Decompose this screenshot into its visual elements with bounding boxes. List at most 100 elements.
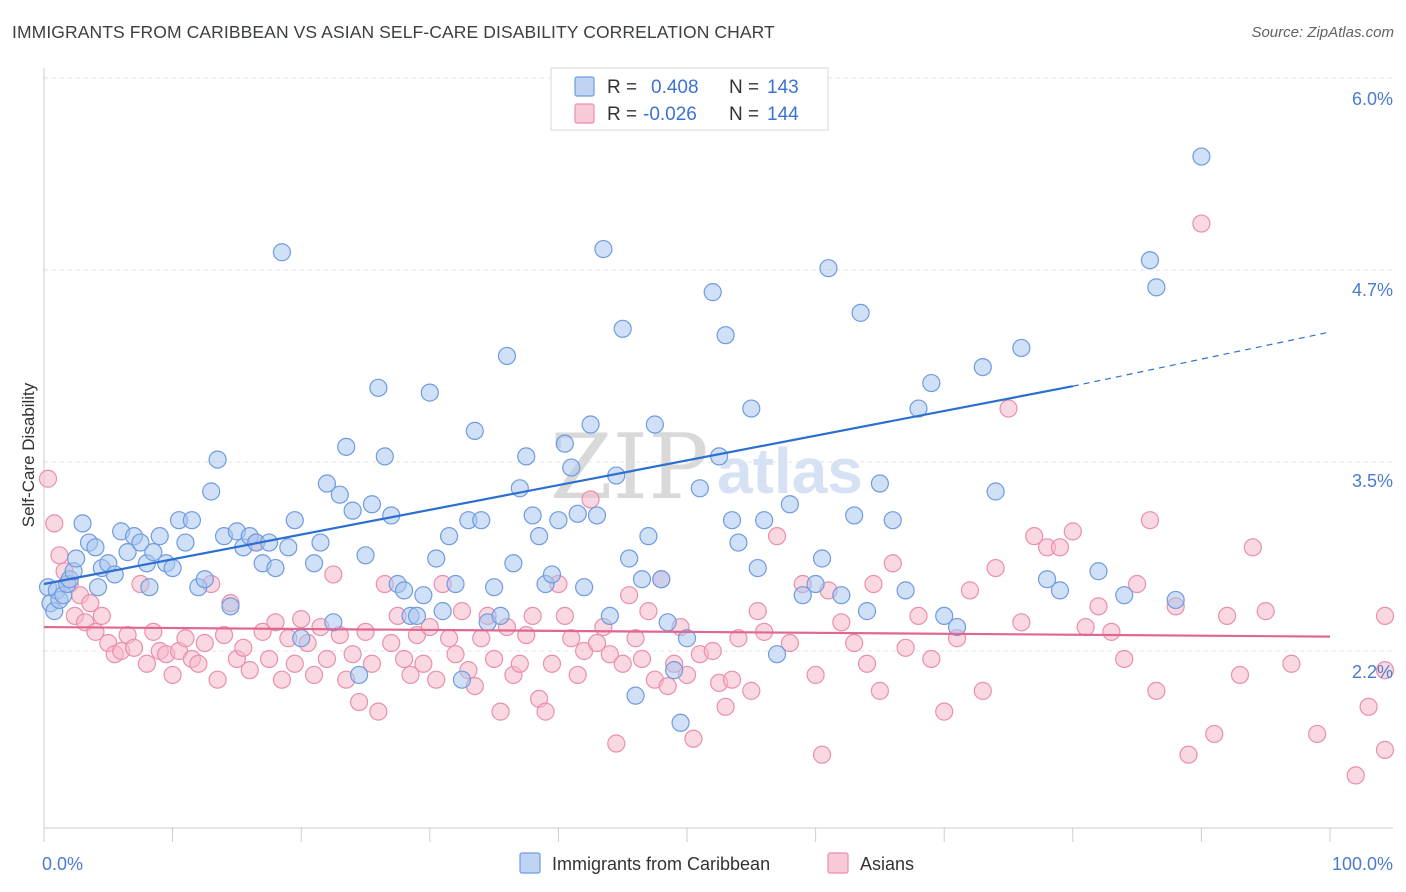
asians-point (124, 638, 144, 657)
asians-point (195, 633, 214, 653)
caribbean-point (645, 415, 664, 434)
caribbean-point (144, 543, 163, 562)
caribbean-point (909, 399, 928, 418)
legend-box: R = 0.408 N = 143 R = -0.026 N = 144 (550, 67, 829, 131)
caribbean-point (896, 581, 915, 600)
caribbean-point (947, 617, 967, 637)
legend-n-label: N = (729, 77, 759, 98)
caribbean-point (195, 570, 214, 589)
caribbean-point (279, 538, 298, 557)
caribbean-point (407, 606, 427, 626)
caribbean-point (221, 597, 240, 616)
asians-point (767, 527, 787, 546)
asians-point (485, 649, 504, 669)
asians-point (1218, 606, 1237, 626)
caribbean-points (38, 147, 1211, 732)
caribbean-point (1140, 251, 1160, 270)
asians-point (1375, 740, 1395, 759)
caribbean-point (755, 511, 774, 530)
asians-point (362, 654, 382, 673)
asians-point (703, 641, 722, 661)
asians-point (189, 654, 208, 673)
asians-point (1050, 538, 1070, 557)
caribbean-point (542, 565, 562, 584)
caribbean-point (613, 319, 632, 338)
caribbean-point (581, 415, 600, 434)
caribbean-point (452, 670, 472, 689)
asians-point (349, 692, 369, 712)
caribbean-point (131, 533, 150, 552)
caribbean-point (86, 538, 105, 557)
asians-point (1359, 697, 1378, 716)
caribbean-point (67, 549, 86, 568)
asians-point (870, 681, 890, 700)
grid-lines (44, 77, 1393, 652)
caribbean-point (1037, 570, 1057, 589)
caribbean-point (973, 357, 992, 377)
asians-point (266, 613, 285, 632)
asians-point (317, 649, 337, 669)
y-tick-label: 6.0% (1352, 89, 1393, 109)
asians-point (722, 670, 742, 689)
caribbean-point (594, 239, 613, 259)
asians-point (1375, 661, 1395, 680)
y-tick-label: 4.7% (1352, 280, 1393, 300)
caribbean-point (349, 665, 369, 685)
caribbean-point (420, 383, 439, 402)
caribbean-point (632, 570, 652, 589)
asians-point (555, 606, 574, 626)
asians-point (420, 617, 439, 637)
legend-r-label-2: R = (607, 104, 637, 125)
caribbean-point (1012, 338, 1031, 358)
asians-point (446, 645, 465, 664)
caribbean-point (394, 581, 414, 600)
asians-point (163, 665, 182, 685)
y-tick-label: 2.2% (1352, 662, 1393, 682)
asians-point (1147, 681, 1166, 700)
asians-point (1127, 574, 1147, 594)
asians-point (1115, 649, 1134, 669)
asians-point (632, 649, 652, 669)
caribbean-point (311, 533, 330, 552)
asians-point (1256, 602, 1275, 621)
caribbean-point (343, 501, 362, 520)
asians-point (1012, 613, 1031, 632)
caribbean-point (626, 686, 645, 705)
caribbean-point (671, 713, 690, 732)
caribbean-point (767, 645, 787, 664)
caribbean-point (1166, 590, 1185, 610)
asians-point (208, 670, 227, 689)
asians-point (50, 546, 69, 565)
caribbean-trend-extension (1072, 331, 1331, 387)
asians-point (935, 702, 954, 721)
asians-point (382, 633, 401, 653)
asians-point (562, 629, 581, 648)
bottom-legend-label-asians: Asians (860, 854, 914, 874)
caribbean-point (375, 447, 394, 466)
asians-point (144, 622, 163, 641)
asians-point (600, 645, 619, 664)
asians-point (973, 681, 992, 700)
caribbean-point (485, 578, 504, 597)
asians-point (343, 645, 362, 664)
legend-r-value-asians: -0.026 (643, 104, 697, 125)
bottom-legend-swatch-asians (827, 852, 849, 874)
asians-point (1282, 654, 1301, 673)
asians-point (542, 654, 562, 673)
caribbean-point (857, 602, 877, 621)
asians-point (587, 633, 607, 653)
asians-point (259, 649, 279, 669)
legend-n-label-2: N = (729, 104, 759, 125)
watermark-atlas: atlas (717, 435, 863, 507)
asians-point (896, 638, 915, 657)
asians-point (1179, 745, 1198, 764)
asians-points (38, 214, 1395, 785)
caribbean-trend-line (43, 385, 1074, 586)
x-tick-label-min: 0.0% (42, 854, 83, 874)
bottom-legend-label-caribbean: Immigrants from Caribbean (552, 854, 770, 874)
caribbean-point (703, 283, 722, 302)
asians-point (568, 665, 587, 685)
caribbean-point (472, 511, 491, 530)
asians-point (292, 609, 311, 629)
